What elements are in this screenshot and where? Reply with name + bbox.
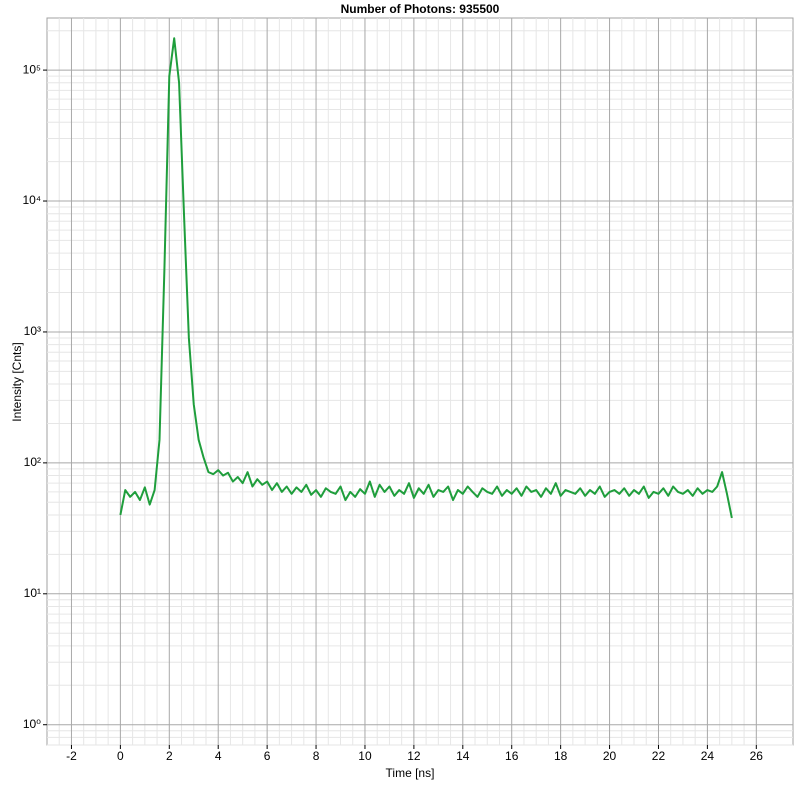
x-tick-label: 10 xyxy=(358,749,372,763)
x-tick-label: 22 xyxy=(652,749,666,763)
x-axis-label: Time [ns] xyxy=(386,766,435,780)
chart-title: Number of Photons: 935500 xyxy=(341,2,500,16)
plot-area xyxy=(46,17,794,746)
y-tick-label: 10² xyxy=(24,455,41,469)
x-tick-label: 12 xyxy=(407,749,421,763)
y-axis-label: Intensity [Cnts] xyxy=(10,342,24,421)
x-tick-label: 2 xyxy=(166,749,173,763)
x-tick-label: 4 xyxy=(215,749,222,763)
x-tick-label: 20 xyxy=(603,749,617,763)
data-line xyxy=(119,37,733,519)
x-tick-label: 0 xyxy=(117,749,124,763)
x-tick-label: 24 xyxy=(701,749,715,763)
x-tick-label: 14 xyxy=(456,749,470,763)
y-tick-label: 10⁵ xyxy=(23,62,41,76)
x-tick-label: 18 xyxy=(554,749,568,763)
x-tick-label: 6 xyxy=(264,749,271,763)
x-tick-label: 26 xyxy=(750,749,764,763)
y-tick-label: 10¹ xyxy=(24,586,41,600)
x-tick-label: -2 xyxy=(66,749,77,763)
y-tick-label: 10³ xyxy=(24,324,41,338)
y-tick-label: 10⁰ xyxy=(23,717,41,731)
x-tick-label: 8 xyxy=(313,749,320,763)
x-tick-label: 16 xyxy=(505,749,519,763)
y-tick-label: 10⁴ xyxy=(22,193,41,207)
